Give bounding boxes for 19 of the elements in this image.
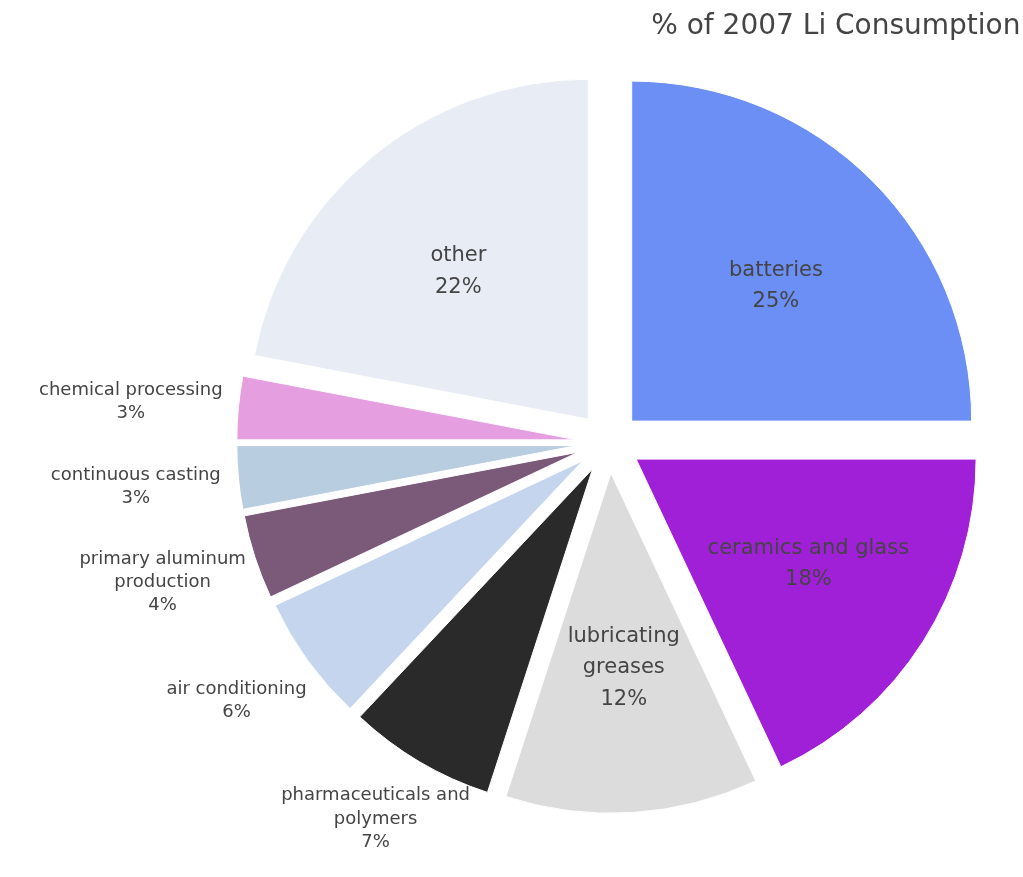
data-label: 7% <box>361 829 390 851</box>
data-label: 22% <box>435 273 482 298</box>
slice-label: other <box>430 242 487 267</box>
data-label: 25% <box>752 287 800 312</box>
slice-label: pharmaceuticals and polymers <box>281 783 470 828</box>
slice-label: continuous casting <box>50 463 221 485</box>
slice-label: lubricating greases <box>567 623 680 679</box>
chart-title: % of 2007 Li Consumption <box>651 7 1021 41</box>
slice-label: ceramics and glass <box>707 535 910 560</box>
slice-label: primary aluminum production <box>79 546 246 591</box>
slice-label: chemical processing <box>39 377 223 399</box>
data-label: 18% <box>785 566 832 591</box>
data-label: 3% <box>121 486 151 508</box>
slice-label: batteries <box>728 256 823 281</box>
data-label: 12% <box>600 685 648 710</box>
data-label: 4% <box>148 592 177 614</box>
slice-label: air conditioning <box>166 677 307 699</box>
data-label: 6% <box>222 700 251 722</box>
data-label: 3% <box>116 400 146 422</box>
